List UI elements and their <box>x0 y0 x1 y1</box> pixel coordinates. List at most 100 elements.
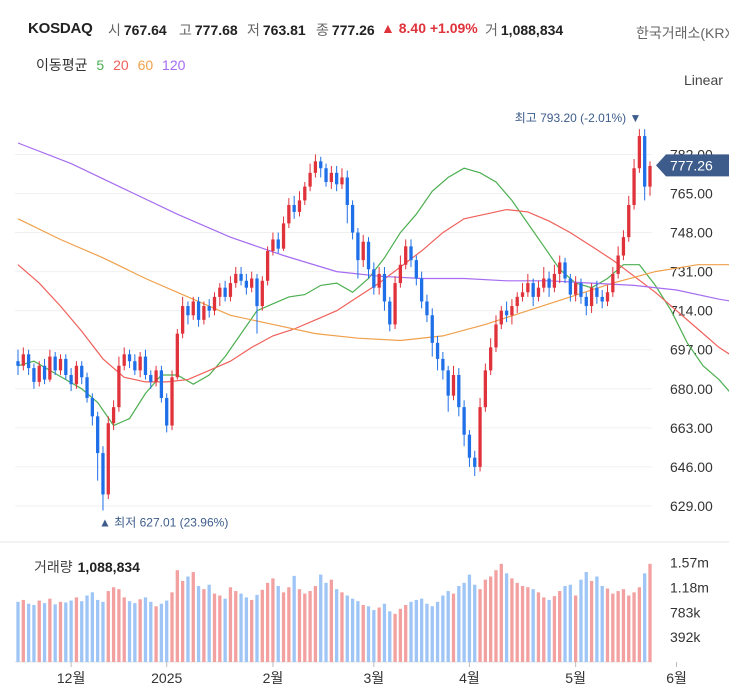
volume-bar <box>430 606 434 662</box>
candle-body <box>58 358 63 371</box>
volume-bar <box>265 582 270 662</box>
candle-body <box>180 306 185 334</box>
candle-body <box>643 136 647 187</box>
volume-bar <box>53 604 57 662</box>
volume-bar <box>175 570 179 662</box>
volume-bar <box>579 579 583 662</box>
candle-body <box>292 204 296 212</box>
min-price-annotation: ▲ 최저 627.01 (23.96%) <box>99 516 228 530</box>
candle-body <box>329 172 333 183</box>
candle-body <box>202 306 206 320</box>
candle-body <box>616 255 620 274</box>
candle-body <box>234 273 238 284</box>
scale-mode-button[interactable]: Linear <box>684 72 723 88</box>
volume-tick-label: 1.57m <box>670 555 709 571</box>
candle-body <box>297 200 302 212</box>
volume-legend-label: 거래량 <box>34 559 73 575</box>
candle-body <box>244 280 249 288</box>
volume-bar <box>202 589 206 662</box>
volume-bar <box>32 605 36 662</box>
volume-bar <box>531 589 535 662</box>
volume-bar <box>595 576 599 662</box>
change-value: ▲ 8.40 +1.09% <box>381 20 478 36</box>
volume-bar <box>372 610 376 662</box>
volume-bar <box>26 603 31 662</box>
volume-bar <box>574 595 578 662</box>
volume-bar <box>494 570 498 662</box>
candle-body <box>419 278 424 302</box>
volume-bar <box>122 597 126 662</box>
candle-body <box>510 306 514 316</box>
candle-body <box>552 273 557 288</box>
candle-body <box>80 365 84 378</box>
candle-body <box>345 177 349 205</box>
candle-body <box>212 296 217 311</box>
candle-body <box>451 374 456 396</box>
candle-body <box>494 324 498 348</box>
candle-body <box>478 407 482 467</box>
candle-body <box>255 278 259 307</box>
volume-bar <box>143 597 148 662</box>
volume-bar <box>85 595 89 662</box>
volume-bar <box>292 575 296 662</box>
x-tick-label: 3월 <box>363 670 384 686</box>
volume-bar <box>627 595 631 662</box>
candle-body <box>356 232 360 261</box>
candle-body <box>69 374 73 385</box>
volume-bar <box>536 592 541 662</box>
candle-body <box>287 204 291 224</box>
candle-body <box>611 273 615 293</box>
volume-bar <box>37 600 41 662</box>
candle-body <box>377 273 381 288</box>
volume-bar <box>611 593 615 662</box>
ma-legend[interactable]: 이동평균 5 20 60 120 <box>36 55 190 75</box>
candle-body <box>127 354 132 362</box>
candle-body <box>441 358 445 371</box>
volume-bar <box>345 595 349 662</box>
volume-bar <box>319 574 323 662</box>
candle-body <box>536 287 541 297</box>
candle-body <box>117 365 121 408</box>
candle-body <box>393 283 397 325</box>
candle-body <box>111 407 116 424</box>
candle-body <box>520 292 525 297</box>
volume-bar <box>308 591 312 662</box>
candle-body <box>138 356 142 371</box>
candle-body <box>435 342 440 359</box>
volume-bar <box>149 601 153 662</box>
volume-bar <box>255 594 259 662</box>
volume-bar <box>637 587 642 662</box>
volume-bar <box>441 595 445 662</box>
candle-body <box>600 296 604 302</box>
volume-bar <box>165 600 169 662</box>
candle-body <box>542 278 546 288</box>
volume-bar <box>382 603 387 662</box>
candle-body <box>159 370 164 398</box>
candle-body <box>196 301 201 320</box>
volume-bar <box>64 602 68 662</box>
volume-bar <box>350 598 355 662</box>
candle-body <box>409 246 413 261</box>
candle-body <box>483 370 488 408</box>
volume-bar <box>170 592 174 662</box>
candle-body <box>191 301 195 316</box>
y-tick-label: 646.00 <box>670 459 713 475</box>
volume-bar <box>239 593 243 662</box>
symbol-name: KOSDAQ <box>28 20 93 37</box>
candle-body <box>48 356 52 380</box>
volume-bar <box>526 587 530 662</box>
candle-body <box>207 306 211 311</box>
volume-bar <box>388 611 392 662</box>
candle-body <box>85 377 89 398</box>
volume-bar <box>271 578 275 662</box>
volume-bar <box>356 601 360 662</box>
open-quote: 시 767.64 <box>108 22 167 38</box>
volume-bar <box>74 597 79 662</box>
volume-bar <box>297 589 302 662</box>
low-quote: 저 763.81 <box>247 22 306 38</box>
volume-quote: 거 1,088,834 <box>485 22 564 38</box>
x-tick-label: 2025 <box>151 670 182 686</box>
volume-bar <box>648 563 652 662</box>
volume-bar <box>324 582 328 662</box>
